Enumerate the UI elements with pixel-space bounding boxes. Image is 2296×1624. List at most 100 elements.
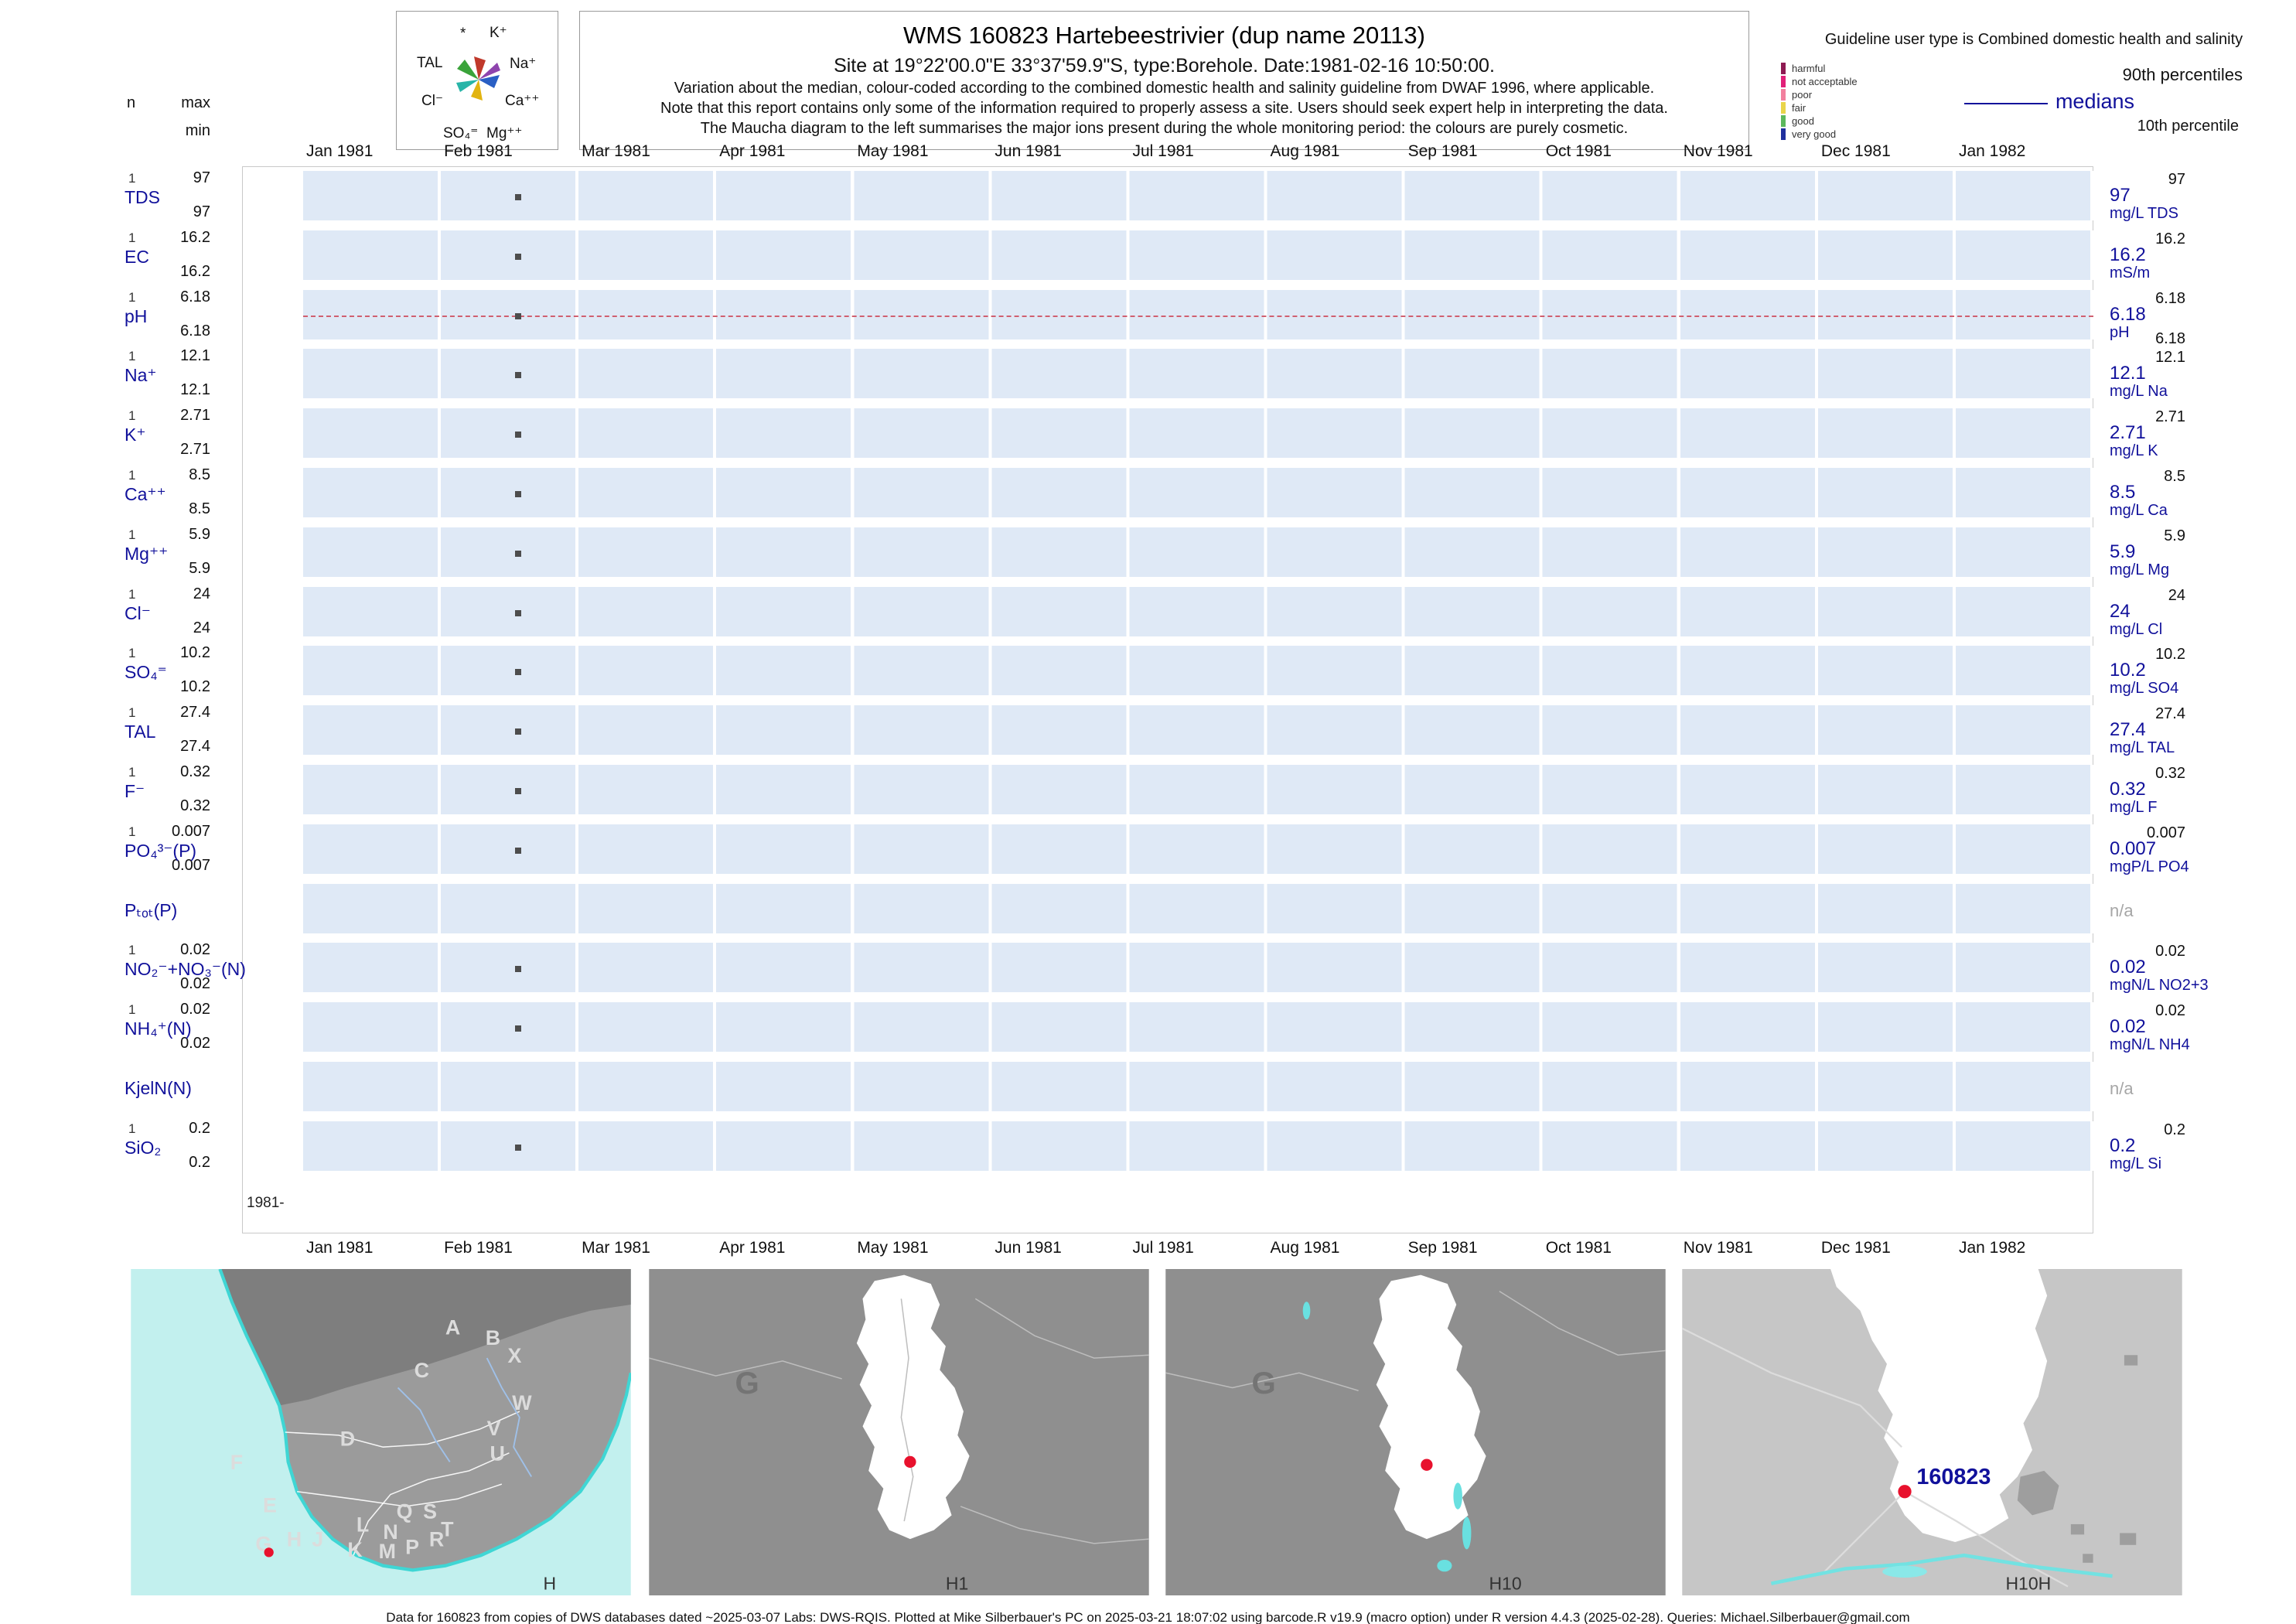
row-unit-label: mg/L TDS bbox=[2110, 205, 2178, 222]
row-month-bands bbox=[303, 527, 2093, 577]
drainage-region-letter-T: T bbox=[441, 1517, 454, 1540]
row-n-count: 1 bbox=[128, 765, 136, 780]
site-marker bbox=[264, 1547, 274, 1557]
row-median-value: 27.4 bbox=[2110, 719, 2146, 741]
guideline-class: good bbox=[1781, 114, 1858, 127]
title-box: WMS 160823 Hartebeestrivier (dup name 20… bbox=[579, 11, 1749, 150]
month-label-top: Aug 1981 bbox=[1270, 142, 1340, 160]
row-median-value: 0.32 bbox=[2110, 779, 2146, 800]
drainage-region-letter-L: L bbox=[357, 1513, 369, 1537]
row-parameter-label: Ca⁺⁺ bbox=[125, 484, 166, 504]
row-p90-value: 5.9 bbox=[2164, 527, 2185, 544]
urban-area bbox=[2120, 1533, 2137, 1545]
site-marker bbox=[1421, 1459, 1433, 1471]
report-title: WMS 160823 Hartebeestrivier (dup name 20… bbox=[903, 22, 1425, 49]
row-parameter-label: F⁻ bbox=[125, 781, 145, 801]
maucha-label-ca: Ca⁺⁺ bbox=[505, 93, 540, 109]
drainage-region-letter-C: C bbox=[415, 1359, 429, 1382]
row-max-value: 0.2 bbox=[189, 1119, 210, 1137]
row-p90-value: 97 bbox=[2168, 171, 2185, 188]
drainage-region-letter-R: R bbox=[429, 1528, 444, 1551]
map-h10h-label: H10H bbox=[2005, 1573, 2051, 1593]
month-label-bottom: Oct 1981 bbox=[1545, 1239, 1612, 1257]
map-region-h10h: 160823 H10H bbox=[1682, 1269, 2182, 1595]
row-month-bands bbox=[303, 943, 2093, 993]
guideline-class-list: harmful not acceptable poor fair good very go… bbox=[1781, 62, 1858, 141]
row-p90-value: 0.007 bbox=[2146, 824, 2185, 841]
guideline-class-swatch bbox=[1781, 75, 1786, 87]
month-label-top: Apr 1981 bbox=[719, 142, 786, 160]
row-median-value: 10.2 bbox=[2110, 660, 2146, 681]
drainage-region-letter-N: N bbox=[383, 1520, 397, 1544]
row-month-bands bbox=[303, 349, 2093, 399]
row-min-value: 16.2 bbox=[180, 262, 210, 280]
row-median-value: 12.1 bbox=[2110, 363, 2146, 384]
region-h10-map: G H10 bbox=[1165, 1269, 1666, 1595]
guideline-class-swatch bbox=[1781, 128, 1786, 140]
report-note-1: Variation about the median, colour-coded… bbox=[674, 80, 1655, 97]
row-n-count: 1 bbox=[128, 171, 136, 186]
row-parameter-label: KjelN(N) bbox=[125, 1078, 192, 1098]
site-marker bbox=[904, 1455, 916, 1469]
sample-point bbox=[515, 432, 521, 438]
row-max-value: 0.007 bbox=[171, 822, 210, 840]
guideline-class-swatch bbox=[1781, 62, 1786, 74]
report-subtitle: Site at 19°22'00.0"E 33°37'59.9"S, type:… bbox=[834, 55, 1495, 77]
row-n-count: 1 bbox=[128, 646, 136, 661]
guideline-class-swatch bbox=[1781, 114, 1786, 127]
sample-point bbox=[515, 1025, 521, 1032]
row-n-count: 1 bbox=[128, 586, 136, 602]
medians-legend-label: medians bbox=[2055, 90, 2134, 113]
maucha-label-tal: TAL bbox=[417, 55, 443, 71]
row-min-value: 0.02 bbox=[180, 975, 210, 993]
month-label-top: Nov 1981 bbox=[1683, 142, 1753, 160]
month-label-top: Jan 1982 bbox=[1958, 142, 2026, 160]
row-max-value: 97 bbox=[193, 169, 210, 186]
row-month-bands bbox=[303, 1002, 2093, 1053]
maucha-label-mg: Mg⁺⁺ bbox=[486, 125, 523, 142]
maucha-label-so4: SO₄⁼ bbox=[443, 125, 479, 142]
row-min-value: 2.71 bbox=[180, 441, 210, 459]
row-n-count: 1 bbox=[128, 289, 136, 305]
month-label-bottom: May 1981 bbox=[857, 1239, 929, 1257]
row-month-bands bbox=[303, 824, 2093, 874]
month-label-bottom: Jul 1981 bbox=[1132, 1239, 1194, 1257]
median-line-sample bbox=[1964, 103, 2048, 104]
row-parameter-label: Cl⁻ bbox=[125, 602, 151, 623]
row-n-count: 1 bbox=[128, 230, 136, 245]
drainage-region-letter-Q: Q bbox=[397, 1499, 413, 1523]
row-p90-value: 27.4 bbox=[2155, 705, 2185, 723]
map-h-label: H bbox=[544, 1573, 557, 1593]
guideline-class: not acceptable bbox=[1781, 75, 1858, 87]
map-h10-label: H10 bbox=[1489, 1573, 1521, 1593]
region-h1-map: G H1 bbox=[649, 1269, 1149, 1595]
row-parameter-label: NO₂⁻+NO₃⁻(N) bbox=[125, 959, 246, 980]
drainage-region-letter-J: J bbox=[312, 1528, 323, 1551]
month-label-bottom: Nov 1981 bbox=[1683, 1239, 1753, 1257]
row-max-value: 16.2 bbox=[180, 228, 210, 246]
row-min-value: 10.2 bbox=[180, 678, 210, 696]
maucha-label-star: * bbox=[460, 26, 466, 42]
row-unit-label: mg/L Mg bbox=[2110, 561, 2170, 578]
row-na-label: n/a bbox=[2110, 1079, 2134, 1098]
maucha-label-k: K⁺ bbox=[490, 25, 507, 41]
footer-provenance: Data for 160823 from copies of DWS datab… bbox=[386, 1610, 1910, 1624]
month-label-bottom: Aug 1981 bbox=[1270, 1239, 1340, 1257]
map-region-h10: G H10 bbox=[1165, 1269, 1666, 1595]
row-min-value: 12.1 bbox=[180, 381, 210, 399]
row-min-value: 8.5 bbox=[189, 500, 210, 517]
row-p90-value: 0.32 bbox=[2155, 765, 2185, 782]
row-n-count: 1 bbox=[128, 1121, 136, 1136]
row-max-value: 27.4 bbox=[180, 704, 210, 722]
drainage-region-letter-K: K bbox=[347, 1538, 363, 1561]
urban-area bbox=[2017, 1470, 2059, 1516]
row-p90-value: 8.5 bbox=[2164, 468, 2185, 485]
maucha-legend: * K⁺ TAL Na⁺ Cl⁻ Ca⁺⁺ SO₄⁼ Mg⁺⁺ bbox=[396, 11, 558, 150]
guideline-class-label: very good bbox=[1792, 128, 1837, 140]
row-n-count: 1 bbox=[128, 705, 136, 721]
month-label-bottom: Jun 1981 bbox=[994, 1239, 1062, 1257]
sample-point bbox=[515, 788, 521, 794]
row-month-bands bbox=[303, 289, 2093, 339]
region-letter-g: G bbox=[1252, 1366, 1276, 1401]
